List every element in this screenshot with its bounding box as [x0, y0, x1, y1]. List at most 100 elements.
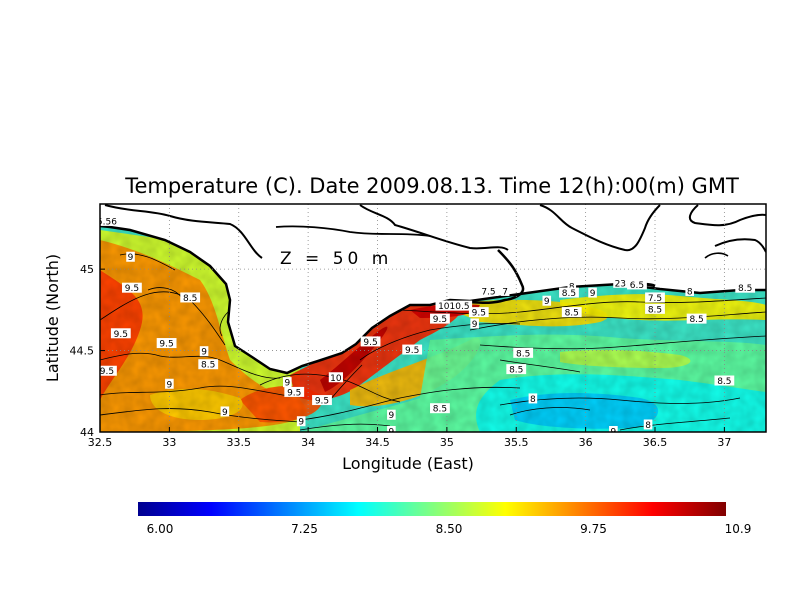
contour-label: 9 — [387, 426, 396, 438]
x-tick-label: 32.5 — [88, 436, 113, 449]
y-tick-label: 45 — [80, 263, 94, 276]
contour-label: 9 — [609, 426, 618, 438]
contour-label: 8 — [685, 285, 694, 297]
svg-text:8.5: 8.5 — [738, 284, 752, 294]
svg-text:9: 9 — [472, 320, 478, 330]
svg-text:9: 9 — [128, 253, 134, 263]
contour-label: 9 — [283, 377, 292, 389]
contour-label: 8.5 — [735, 282, 756, 294]
svg-text:6.5: 6.5 — [630, 281, 644, 291]
svg-text:9: 9 — [389, 428, 395, 438]
contour-label: 9.5 — [156, 338, 177, 350]
svg-text:9.5: 9.5 — [472, 309, 486, 319]
contour-label: 8.5 — [714, 375, 735, 387]
svg-text:8.5: 8.5 — [689, 315, 703, 325]
contour-label: 9.5 — [360, 336, 381, 348]
depth-annotation: Z = 50 m — [280, 249, 392, 269]
contour-label: 5.56 — [97, 215, 120, 227]
contour-label: 9.5 — [430, 313, 450, 325]
contour-label: 9.5 — [100, 365, 117, 377]
colorbar-tick-label: 9.75 — [580, 522, 607, 536]
contour-label: 9 — [296, 416, 306, 428]
svg-text:9: 9 — [298, 418, 304, 428]
svg-text:5.56: 5.56 — [97, 217, 117, 227]
svg-text:9: 9 — [201, 348, 207, 358]
svg-text:9.5: 9.5 — [159, 340, 173, 350]
contour-label: 9 — [542, 295, 552, 307]
colorbar-tick-label: 7.25 — [291, 522, 318, 536]
contour-label: 1010.5 — [435, 300, 473, 312]
contour-label: 8 — [528, 393, 538, 405]
svg-text:8: 8 — [687, 287, 693, 297]
contour-label: 9.5 — [312, 395, 332, 407]
svg-text:9: 9 — [284, 379, 290, 389]
contour-label: 9.5 — [110, 328, 131, 340]
svg-text:9: 9 — [389, 411, 395, 421]
svg-text:9.5: 9.5 — [100, 367, 114, 377]
contour-label: 7 — [500, 285, 510, 297]
contour-label: 9 — [588, 287, 597, 299]
contour-label: 10 — [328, 372, 343, 384]
x-axis-label: Longitude (East) — [342, 454, 474, 473]
plot-frame — [99, 203, 767, 433]
colorbar-tick-label: 6.00 — [147, 522, 174, 536]
x-tick-label: 33 — [162, 436, 176, 449]
plot-area: Z = 50 m 5.5699.58.59.59.598.59.59999.59… — [97, 204, 766, 438]
svg-text:9: 9 — [222, 408, 228, 418]
contour-label: 9 — [165, 378, 174, 390]
x-axis: 32.5 33 33.5 34 34.5 35 35.5 36 36.5 37 — [88, 427, 731, 449]
x-tick-label: 34 — [301, 436, 315, 449]
svg-text:9: 9 — [544, 297, 550, 307]
contour-label: 9.5 — [468, 307, 489, 319]
colorbar-tick-label: 8.50 — [436, 522, 463, 536]
y-axis: 44 44.5 45 — [70, 263, 105, 439]
svg-text:7: 7 — [502, 287, 508, 297]
contour-label: 23 — [613, 277, 628, 289]
svg-text:9: 9 — [590, 289, 596, 299]
svg-text:8.5: 8.5 — [433, 405, 447, 415]
contour-label: 9 — [220, 406, 230, 418]
land-mask — [100, 204, 766, 373]
y-tick-label: 44.5 — [70, 345, 95, 358]
x-tick-label: 37 — [717, 436, 731, 449]
svg-text:9.5: 9.5 — [405, 346, 419, 356]
svg-text:8.5: 8.5 — [648, 305, 662, 315]
x-tick-label: 35 — [440, 436, 454, 449]
svg-text:7.5: 7.5 — [648, 294, 662, 304]
svg-text:8.5: 8.5 — [516, 349, 530, 359]
grid-lines — [100, 204, 766, 432]
contour-label: 9 — [387, 409, 396, 421]
contour-lines — [100, 253, 766, 431]
svg-text:9.5: 9.5 — [287, 388, 301, 398]
contour-label: 9 — [470, 318, 479, 330]
x-tick-label: 35.5 — [504, 436, 529, 449]
y-tick-label: 44 — [80, 426, 94, 439]
svg-text:8.5: 8.5 — [562, 289, 576, 299]
svg-text:9: 9 — [611, 428, 617, 438]
svg-text:7.5: 7.5 — [481, 287, 495, 297]
contour-label: 9 — [199, 346, 209, 358]
contour-label: 8.5 — [180, 292, 201, 304]
y-axis-label: Latitude (North) — [43, 254, 62, 382]
svg-text:8.5: 8.5 — [565, 309, 579, 319]
svg-text:8: 8 — [530, 395, 536, 405]
contour-label: 8.5 — [513, 347, 534, 359]
contour-label: 9 — [126, 251, 135, 263]
contour-label: 9.5 — [284, 386, 305, 398]
contour-label: 9.5 — [402, 344, 423, 356]
contour-label: 8.5 — [645, 303, 665, 315]
contour-label: 8.5 — [686, 313, 707, 325]
svg-text:8.5: 8.5 — [183, 294, 197, 304]
svg-text:8.5: 8.5 — [201, 361, 215, 371]
svg-text:9.5: 9.5 — [433, 315, 447, 325]
colorbar-labels: 6.00 7.25 8.50 9.75 10.9 — [147, 522, 752, 536]
svg-text:8.5: 8.5 — [509, 366, 523, 376]
x-tick-label: 36.5 — [643, 436, 668, 449]
contour-label: 9.5 — [122, 282, 142, 294]
chart-title: Temperature (C). Date 2009.08.13. Time 1… — [124, 174, 739, 198]
svg-text:9.5: 9.5 — [315, 397, 329, 407]
contour-label: 8.5 — [559, 287, 579, 299]
x-tick-label: 33.5 — [227, 436, 252, 449]
contour-label: 8.5 — [506, 364, 527, 376]
